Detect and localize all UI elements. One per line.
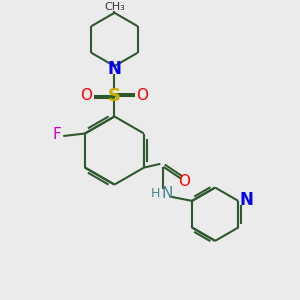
Text: N: N [240,191,254,209]
Text: N: N [161,186,172,201]
Text: N: N [107,60,122,78]
Text: F: F [52,127,61,142]
Text: O: O [178,174,190,189]
Text: O: O [136,88,148,103]
Text: O: O [80,88,92,103]
Text: CH₃: CH₃ [104,2,125,13]
Text: S: S [108,87,121,105]
Text: H: H [151,187,160,200]
